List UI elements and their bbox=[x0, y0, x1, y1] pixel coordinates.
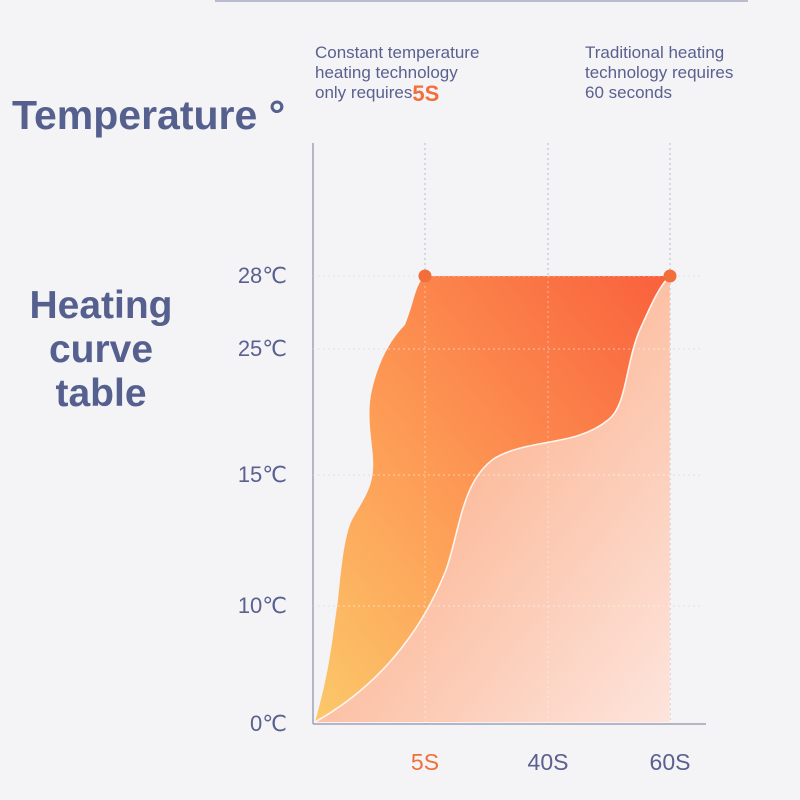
traditional-heating-area bbox=[315, 276, 670, 722]
traditional-heating-endpoint bbox=[663, 269, 677, 283]
x-tick-labels: 5S 40S 60S bbox=[411, 749, 691, 775]
traditional-heating-curve bbox=[314, 275, 671, 723]
y-axis-title: Temperature ° bbox=[12, 92, 286, 138]
note-line: heating technology bbox=[315, 63, 458, 82]
note-line: 60 seconds bbox=[585, 83, 672, 102]
overgrid bbox=[313, 275, 703, 724]
y-tick-label: 15℃ bbox=[238, 462, 287, 487]
y-tick-label: 0℃ bbox=[250, 711, 287, 736]
chart-title: Heating curve table bbox=[0, 284, 202, 416]
chart-title-line: Heating bbox=[29, 284, 173, 327]
chart-title-line: table bbox=[55, 372, 147, 415]
top-rule bbox=[215, 0, 748, 2]
note-line: technology requires bbox=[585, 63, 734, 82]
highlight-5s: 5S bbox=[412, 81, 440, 106]
y-tick-label: 10℃ bbox=[238, 593, 287, 618]
y-tick-labels: 0℃ 10℃ 15℃ 25℃ 28℃ bbox=[238, 263, 287, 736]
y-tick-label: 28℃ bbox=[238, 263, 287, 288]
note-prefix: only requires bbox=[315, 83, 413, 102]
chart-title-line: curve bbox=[48, 328, 154, 371]
note-line: Traditional heating bbox=[585, 43, 725, 62]
constant-heating-note: Constant temperature heating technology … bbox=[315, 43, 480, 106]
note-line: Constant temperature bbox=[315, 43, 480, 62]
constant-heating-endpoint bbox=[418, 269, 432, 283]
x-tick-label: 5S bbox=[411, 749, 439, 775]
traditional-heating-note: Traditional heating technology requires … bbox=[585, 43, 733, 103]
x-tick-label: 60S bbox=[650, 749, 691, 775]
y-tick-label: 25℃ bbox=[238, 336, 287, 361]
x-tick-label: 40S bbox=[528, 749, 569, 775]
note-line: only requires5S bbox=[315, 81, 479, 106]
